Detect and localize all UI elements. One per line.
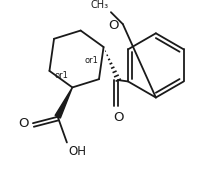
Text: O: O [18,117,28,130]
Text: O: O [108,19,118,31]
Text: or1: or1 [85,56,99,65]
Polygon shape [55,87,72,118]
Text: OH: OH [69,145,87,158]
Text: CH₃: CH₃ [90,0,108,10]
Text: or1: or1 [54,71,68,80]
Text: O: O [113,111,123,124]
